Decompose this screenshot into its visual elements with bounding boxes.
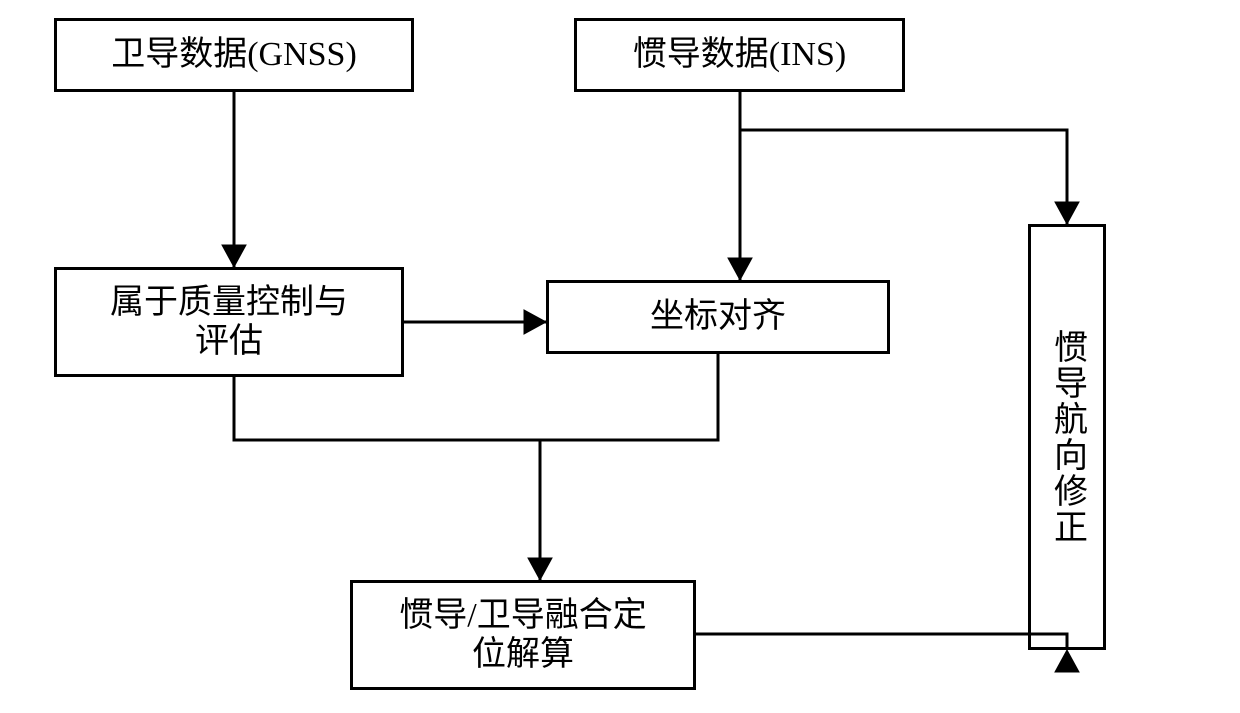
node-qc-label: 属于质量控制与 评估 <box>110 283 348 361</box>
node-corr-label: 惯导航向修正 <box>1047 329 1086 545</box>
edge-ins-corr <box>740 130 1067 224</box>
arrowhead <box>728 258 752 280</box>
node-corr: 惯导航向修正 <box>1028 224 1106 650</box>
node-fuse: 惯导/卫导融合定 位解算 <box>350 580 696 690</box>
arrowhead <box>524 310 546 334</box>
node-gnss-label: 卫导数据(GNSS) <box>111 35 357 74</box>
node-ins: 惯导数据(INS) <box>574 18 905 92</box>
edge-fuse-corr <box>696 634 1067 650</box>
arrowhead <box>528 558 552 580</box>
node-gnss: 卫导数据(GNSS) <box>54 18 414 92</box>
edge-align-fuse <box>540 354 718 440</box>
node-fuse-label: 惯导/卫导融合定 位解算 <box>399 596 646 674</box>
edge-qc-fuse <box>234 377 540 580</box>
node-align: 坐标对齐 <box>546 280 890 354</box>
arrowhead <box>222 245 246 267</box>
node-ins-label: 惯导数据(INS) <box>633 35 846 74</box>
arrowhead <box>1055 650 1079 672</box>
arrowhead <box>1055 202 1079 224</box>
diagram-stage: 卫导数据(GNSS) 惯导数据(INS) 属于质量控制与 评估 坐标对齐 惯导/… <box>0 0 1240 713</box>
node-qc: 属于质量控制与 评估 <box>54 267 404 377</box>
node-align-label: 坐标对齐 <box>650 297 786 336</box>
